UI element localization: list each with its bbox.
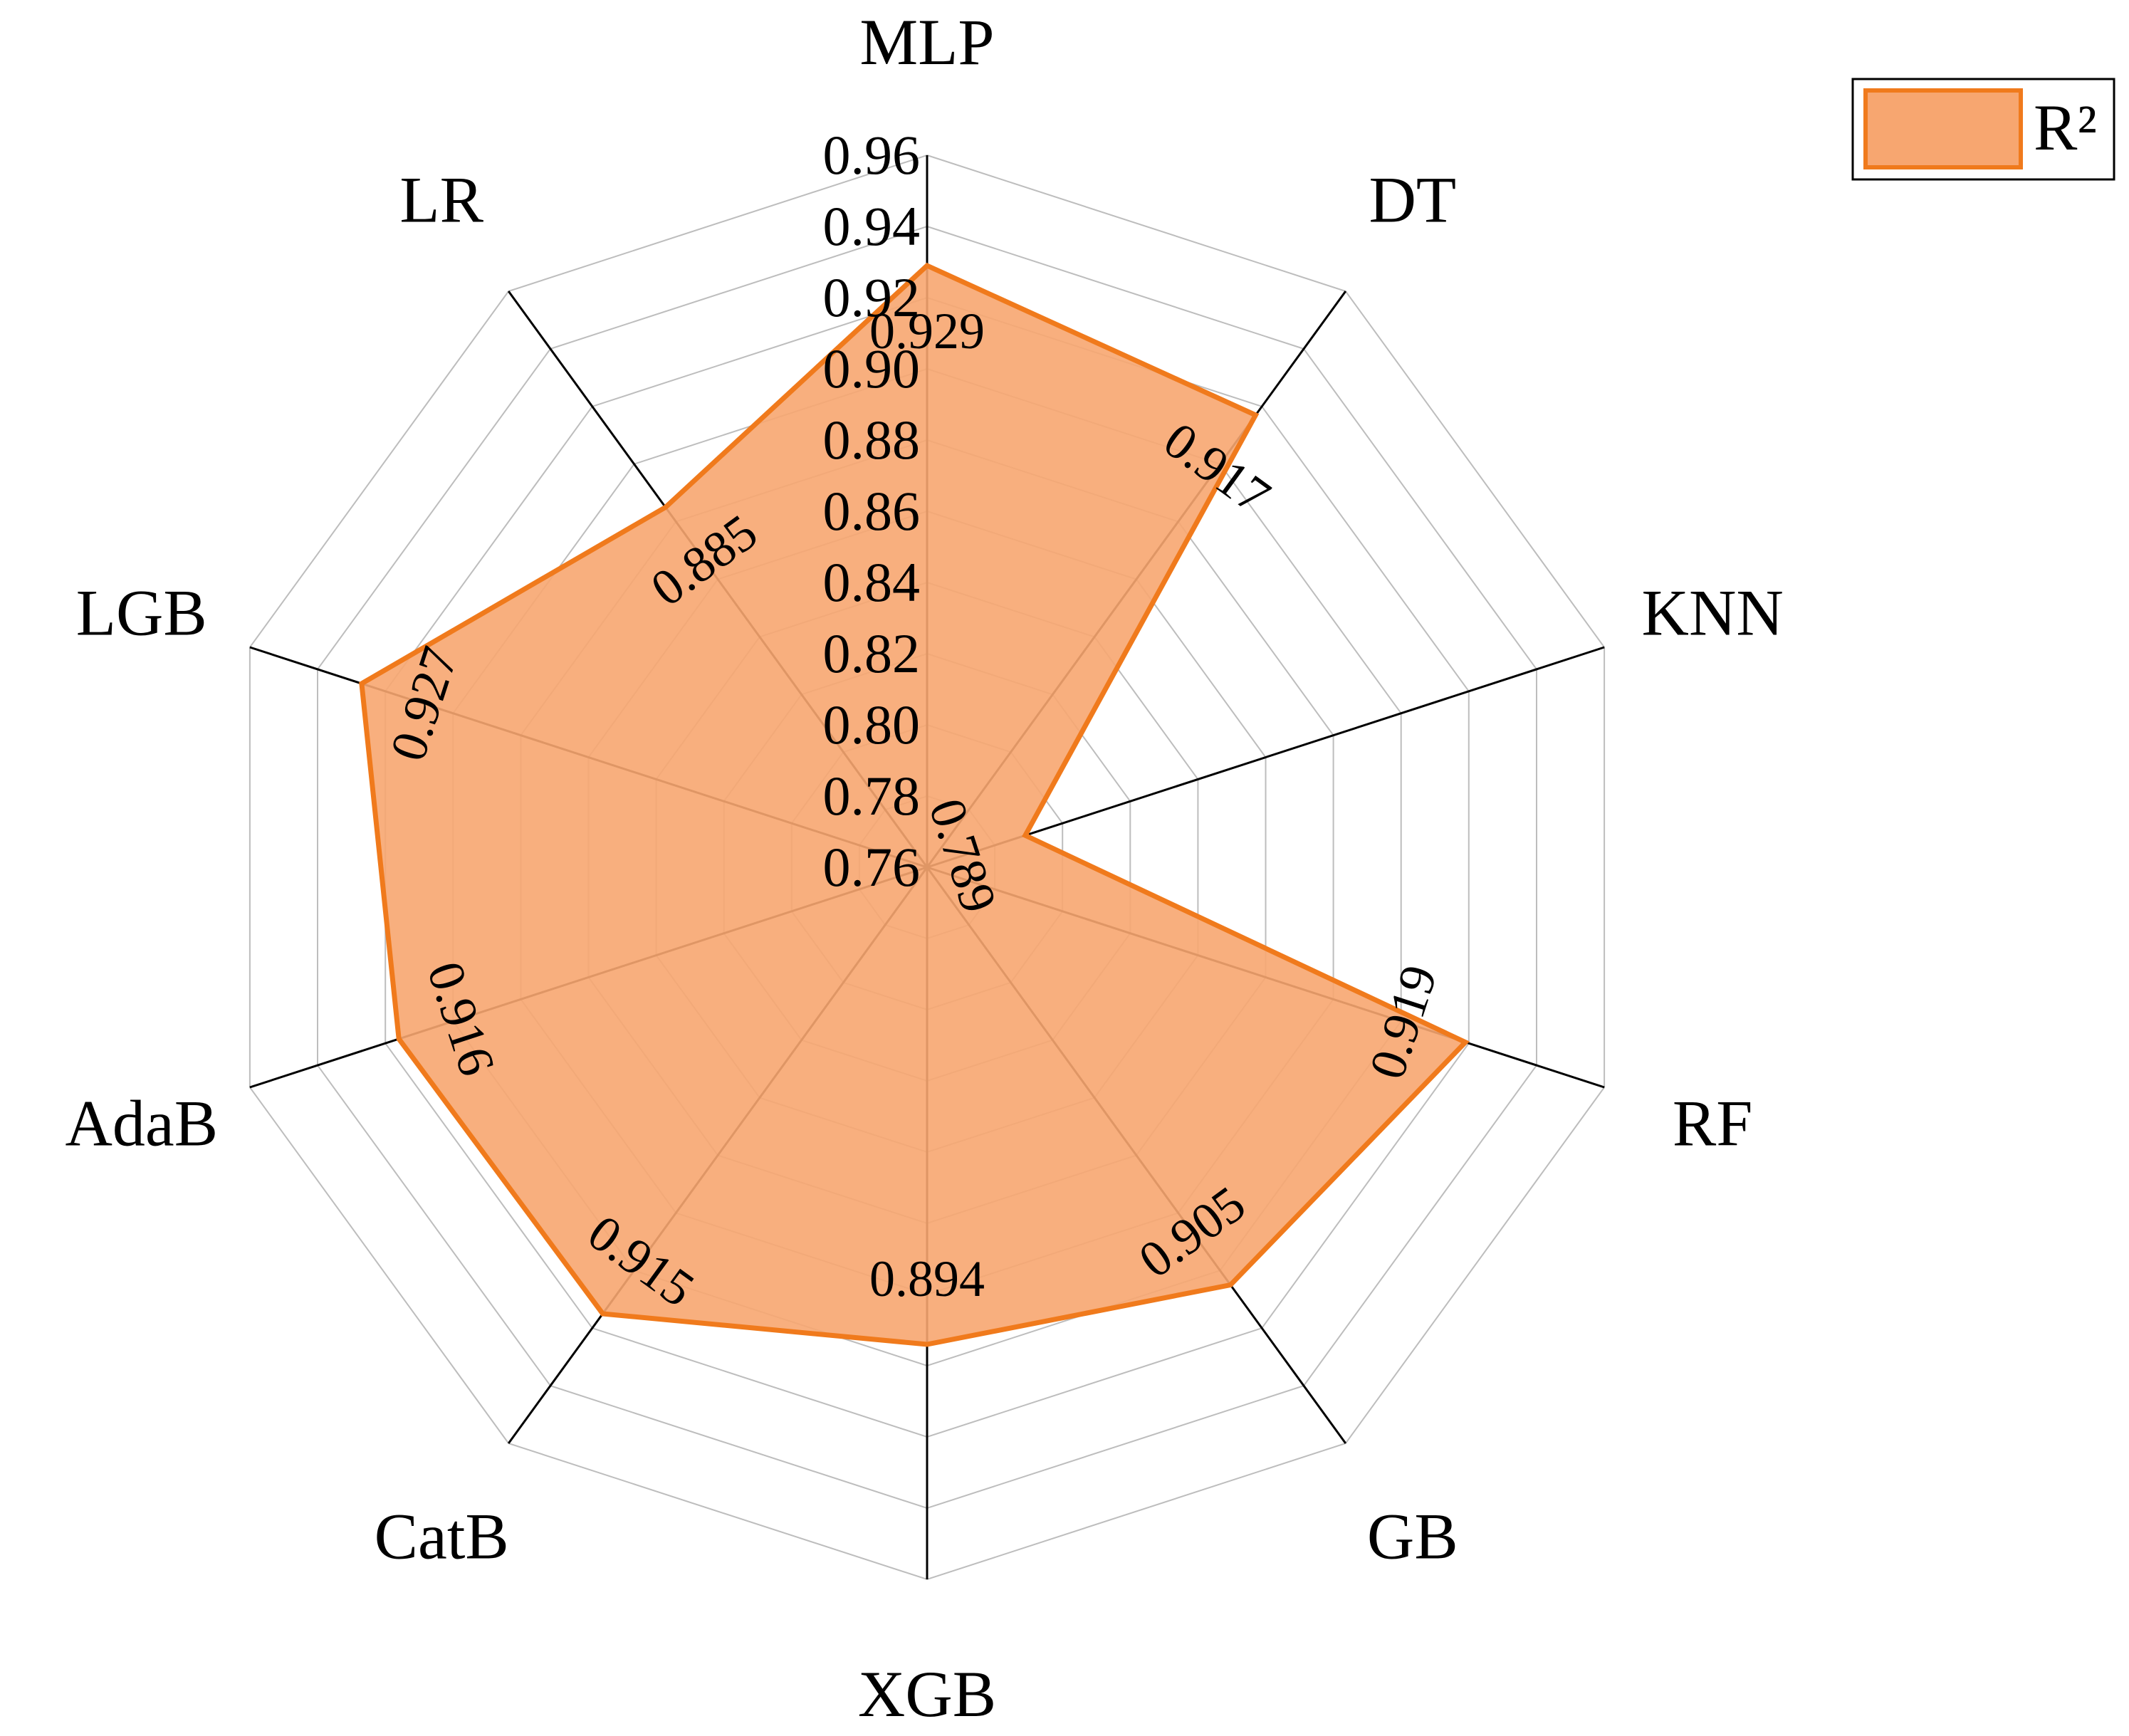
tick-label: 0.84 <box>823 551 921 613</box>
radial-tick-labels: 0.76 0.78 0.80 0.82 0.84 0.86 0.88 0.90 0.92 0.94… <box>823 124 921 898</box>
tick-label: 0.86 <box>823 480 921 542</box>
category-label-rf: RF <box>1673 1087 1753 1160</box>
legend-swatch <box>1863 88 2023 169</box>
tick-label: 0.94 <box>823 195 921 257</box>
category-label-dt: DT <box>1369 164 1456 236</box>
tick-label: 0.96 <box>823 124 921 186</box>
tick-label: 0.76 <box>823 836 921 898</box>
category-label-lr: LR <box>399 164 483 236</box>
legend-label: R² <box>2034 91 2097 164</box>
axis-line-knn <box>926 646 1605 869</box>
category-label-mlp: MLP <box>859 6 994 78</box>
radar-series <box>359 262 1470 1347</box>
category-labels: MLP DT KNN RF GB XGB CatB AdaB LGB LR <box>65 6 1783 1730</box>
category-label-xgb: XGB <box>858 1658 996 1730</box>
legend: R² <box>1851 78 2115 181</box>
category-label-catb: CatB <box>375 1500 509 1573</box>
category-label-lgb: LGB <box>76 577 207 649</box>
tick-label: 0.78 <box>823 765 921 827</box>
category-label-knn: KNN <box>1642 577 1784 649</box>
tick-label: 0.82 <box>823 622 921 684</box>
category-label-adab: AdaB <box>65 1087 218 1160</box>
value-label-xgb: 0.894 <box>869 1250 985 1307</box>
tick-label: 0.88 <box>823 409 921 471</box>
tick-label: 0.90 <box>823 338 921 399</box>
value-label-mlp: 0.929 <box>869 303 985 360</box>
tick-label: 0.80 <box>823 694 921 755</box>
category-label-gb: GB <box>1367 1500 1458 1573</box>
tick-label: 0.92 <box>823 266 921 328</box>
series-polygon <box>359 262 1470 1347</box>
